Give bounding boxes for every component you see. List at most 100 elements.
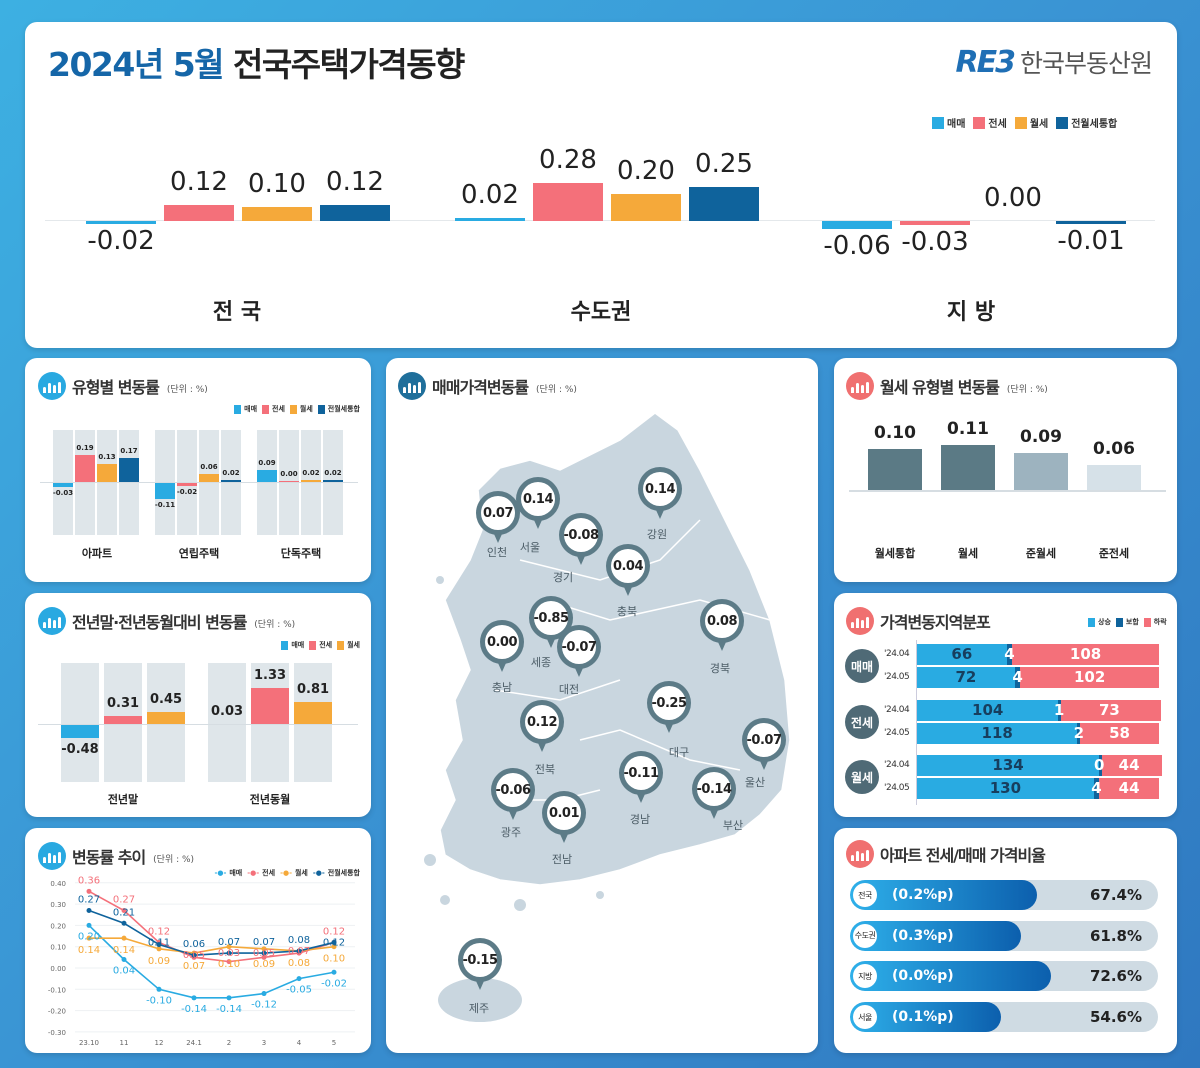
segment-상승	[917, 700, 1059, 721]
pin-value: -0.14	[697, 772, 732, 806]
map-pin-인천[interactable]: 0.07	[476, 491, 520, 545]
region-label-대구: 대구	[668, 746, 690, 759]
region-label-서울: 서울	[519, 541, 541, 554]
count-up: 72	[955, 668, 977, 686]
pin-value: -0.06	[496, 773, 531, 807]
column-bg	[208, 663, 246, 782]
map-pin-광주[interactable]: -0.06	[491, 768, 535, 822]
pin-ring: -0.11	[619, 751, 663, 795]
ratio-value: 67.4%	[1089, 886, 1142, 904]
legend-label: 매매	[229, 869, 243, 877]
pin-ring: -0.06	[491, 768, 535, 812]
legend-label: 상승	[1098, 618, 1111, 626]
value-label: 0.02	[324, 469, 342, 478]
logo-mark: RE3	[955, 44, 1016, 80]
value-label: 0.31	[106, 696, 140, 712]
map-pin-대구[interactable]: -0.25	[647, 681, 691, 735]
pin-value: -0.07	[562, 630, 597, 664]
legend-label: 보합	[1125, 618, 1139, 626]
overview-legend: 매매 전세 월세 전월세통합	[932, 115, 1117, 130]
pin-ring: -0.07	[742, 718, 786, 762]
type-change-header: 유형별 변동률 (단위 : %)	[38, 372, 208, 400]
map-pin-부산[interactable]: -0.14	[692, 767, 736, 821]
distribution-header: 가격변동지역분포	[846, 607, 991, 635]
change-label: (0.2%p)	[892, 887, 954, 903]
map-pin-경북[interactable]: 0.08	[700, 599, 744, 653]
map-pin-세종[interactable]: -0.85	[529, 596, 573, 650]
bar-월세	[147, 712, 185, 725]
value-label: 0.02	[222, 469, 240, 478]
panel-title: 변동률 추이	[72, 848, 146, 867]
region-label-부산: 부산	[722, 819, 744, 832]
legend-label: 매매	[244, 405, 258, 413]
segment-하락	[1080, 723, 1160, 744]
map-pin-서울[interactable]: 0.14	[516, 477, 560, 531]
title-date: 2024년 5월	[48, 45, 225, 84]
region-label-경북: 경북	[709, 662, 731, 675]
value-label: 0.11	[947, 418, 989, 439]
segment-보합	[1058, 700, 1062, 721]
bar-월세	[301, 480, 321, 483]
period-label: '24.05	[884, 728, 910, 738]
map-pin-충북[interactable]: 0.04	[606, 544, 650, 598]
pin-value: -0.15	[463, 943, 498, 977]
legend-label: 전월세통합	[327, 869, 360, 877]
count-flat: 4	[1091, 779, 1102, 797]
type-change-legend: 매매 전세 월세 전월세통합	[234, 404, 360, 414]
map-pin-경남[interactable]: -0.11	[619, 751, 663, 805]
region-label-전북: 전북	[534, 763, 556, 776]
legend-label: 전세	[272, 405, 285, 413]
ratio-bar-지방: 지방 (0.0%p) 72.6%	[850, 961, 1158, 992]
count-flat: 4	[1004, 645, 1015, 663]
map-pin-울산[interactable]: -0.07	[742, 718, 786, 772]
value-label: 0.03	[210, 704, 244, 719]
count-up: 130	[989, 779, 1022, 797]
page-title: 2024년 5월 전국주택가격동향	[48, 38, 465, 86]
pin-ring: 0.08	[700, 599, 744, 643]
segment-상승	[917, 778, 1094, 799]
segment-하락	[1102, 755, 1162, 776]
map-pin-제주[interactable]: -0.15	[458, 938, 502, 992]
pin-ring: 0.07	[476, 491, 520, 535]
bar-chart-icon	[38, 372, 66, 400]
pin-value: 0.00	[485, 625, 519, 659]
map-pin-전남[interactable]: 0.01	[542, 791, 586, 845]
map-pin-충남[interactable]: 0.00	[480, 620, 524, 674]
pin-ring: 0.01	[542, 791, 586, 835]
yoy-legend: 매매 전세 월세	[281, 640, 360, 650]
group-label: 전년말	[107, 793, 139, 806]
bar-chart-icon	[846, 840, 874, 868]
pin-value: -0.07	[747, 723, 782, 757]
bar-전월세통합	[119, 458, 139, 483]
group-label: 연립주택	[178, 547, 220, 560]
region-label-제주: 제주	[468, 1002, 490, 1015]
legend-label: 하락	[1153, 618, 1167, 626]
bar-월세통합	[868, 449, 922, 490]
segment-보합	[1014, 667, 1021, 688]
region-label-대전: 대전	[558, 683, 580, 696]
count-up: 118	[981, 724, 1013, 742]
map-pin-강원[interactable]: 0.14	[638, 467, 682, 521]
group-label: 아파트	[81, 547, 113, 560]
ratio-value: 54.6%	[1089, 1008, 1142, 1027]
value-label: 0.81	[296, 682, 330, 698]
segment-상승	[917, 667, 1015, 688]
unit-label: (단위 : %)	[153, 855, 195, 865]
bar-매매	[86, 221, 156, 224]
count-flat: 4	[1012, 668, 1023, 686]
count-up: 66	[951, 645, 973, 663]
period-label: '24.05	[884, 783, 910, 793]
bar-매매	[257, 469, 277, 483]
value-label: 0.02	[302, 469, 320, 478]
change-label: (0.0%p)	[892, 968, 954, 985]
map-pin-전북[interactable]: 0.12	[520, 700, 564, 754]
map-pin-경기[interactable]: -0.08	[559, 513, 603, 567]
pin-value: 0.14	[521, 482, 555, 516]
map-pin-대전[interactable]: -0.07	[557, 625, 601, 679]
count-down: 44	[1118, 756, 1140, 774]
category-label: 준월세	[1025, 547, 1057, 560]
period-label: '24.04	[884, 649, 910, 659]
bar-전월세통합	[1056, 221, 1126, 224]
panel-title: 월세 유형별 변동률	[880, 378, 1000, 397]
bar-전세	[177, 483, 197, 486]
